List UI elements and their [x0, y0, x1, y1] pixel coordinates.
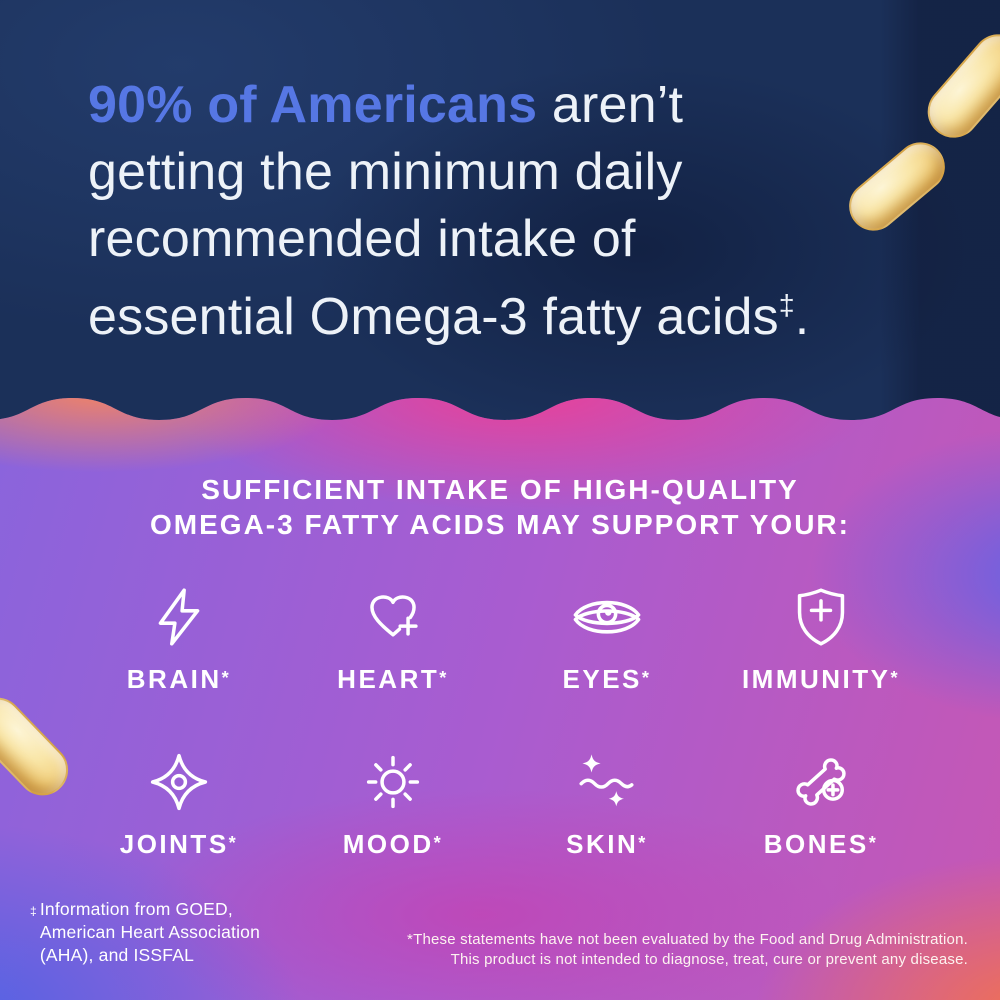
benefits-heading-line-2: OMEGA-3 FATTY ACIDS MAY SUPPORT YOUR: [150, 509, 850, 540]
headline: 90% of Americans aren’t getting the mini… [88, 72, 809, 351]
benefit-label: SKIN* [566, 829, 648, 860]
sun-icon [360, 749, 426, 815]
footnote-fda-disclaimer: *These statements have not been evaluate… [368, 930, 968, 970]
benefits-heading: SUFFICIENT INTAKE OF HIGH-QUALITY OMEGA-… [0, 472, 1000, 542]
headline-line-1-rest: aren’t [537, 76, 684, 134]
benefits-grid: BRAIN* HEART* [72, 580, 928, 860]
lightning-bolt-icon [146, 584, 212, 650]
asterisk: * [868, 833, 879, 854]
asterisk: * [890, 668, 901, 689]
benefit-brain-icon-wrap [146, 580, 212, 654]
headline-line-2: getting the minimum daily [88, 143, 683, 201]
benefit-label: BONES* [764, 829, 879, 860]
benefit-label: MOOD* [343, 829, 443, 860]
benefit-skin-icon-wrap [574, 745, 640, 819]
footnote-sources-line-2: American Heart Association [39, 922, 261, 942]
benefit-heart: HEART* [286, 580, 500, 695]
dagger-symbol: ‡ [30, 904, 37, 918]
headline-line-3: recommended intake of [88, 210, 636, 268]
benefit-skin: SKIN* [500, 745, 714, 860]
benefit-brain: BRAIN* [72, 580, 286, 695]
footnote-sources-line-3: (AHA), and ISSFAL [39, 945, 195, 965]
benefit-label: HEART* [337, 664, 449, 695]
footnote-sources: ‡ Information from GOED, American Heart … [30, 898, 260, 967]
hero-section: 90% of Americans aren’t getting the mini… [0, 0, 1000, 430]
asterisk: * [638, 833, 648, 854]
benefit-eyes-icon-wrap [567, 580, 647, 654]
asterisk: * [641, 668, 652, 689]
benefit-joints-icon-wrap [146, 745, 212, 819]
shield-plus-icon [788, 584, 854, 650]
headline-line-4: essential Omega-3 fatty acids‡. [88, 273, 809, 351]
benefit-label: IMMUNITY* [742, 664, 900, 695]
footnote-sources-lines: Information from GOED, American Heart As… [40, 898, 260, 967]
headline-accent: 90% of Americans [88, 76, 538, 134]
heart-plus-icon [360, 584, 426, 650]
asterisk: * [433, 833, 444, 854]
dagger-symbol: ‡ [778, 290, 795, 322]
benefit-immunity-icon-wrap [788, 580, 854, 654]
eye-icon [567, 583, 647, 651]
benefits-heading-line-1: SUFFICIENT INTAKE OF HIGH-QUALITY [201, 474, 799, 505]
benefit-mood: MOOD* [286, 745, 500, 860]
benefit-label-text: EYES [562, 664, 642, 694]
footnote-fda-line-1: *These statements have not been evaluate… [407, 931, 968, 948]
headline-period: . [794, 287, 810, 346]
footnote-fda-line-2: This product is not intended to diagnose… [450, 951, 968, 968]
asterisk: * [228, 833, 239, 854]
benefit-heart-icon-wrap [360, 580, 426, 654]
asterisk: * [221, 668, 232, 689]
benefit-label-text: JOINTS [119, 829, 229, 859]
benefit-label-text: HEART [337, 664, 440, 694]
waves-sparkle-icon [574, 749, 640, 815]
headline-line-1: 90% of Americans aren’t [88, 72, 809, 139]
benefit-label: JOINTS* [120, 829, 239, 860]
asterisk: * [439, 668, 449, 689]
headline-line-4-text: essential Omega-3 fatty acids [88, 287, 779, 346]
benefit-bones-icon-wrap [788, 745, 854, 819]
benefit-label: BRAIN* [127, 664, 231, 695]
sparkle-icon [146, 749, 212, 815]
benefit-joints: JOINTS* [72, 745, 286, 860]
benefit-label-text: IMMUNITY [741, 664, 891, 694]
benefit-eyes: EYES* [500, 580, 714, 695]
benefit-label-text: SKIN [566, 829, 639, 859]
benefit-label-text: MOOD [342, 829, 434, 859]
bone-plus-icon [788, 749, 854, 815]
footnote-sources-line-1: Information from GOED, [39, 899, 233, 919]
benefit-bones: BONES* [714, 745, 928, 860]
benefit-mood-icon-wrap [360, 745, 426, 819]
benefit-label-text: BRAIN [126, 664, 222, 694]
benefits-section: SUFFICIENT INTAKE OF HIGH-QUALITY OMEGA-… [0, 392, 1000, 1000]
benefit-label-text: BONES [763, 829, 869, 859]
benefit-immunity: IMMUNITY* [714, 580, 928, 695]
benefit-label: EYES* [563, 664, 652, 695]
